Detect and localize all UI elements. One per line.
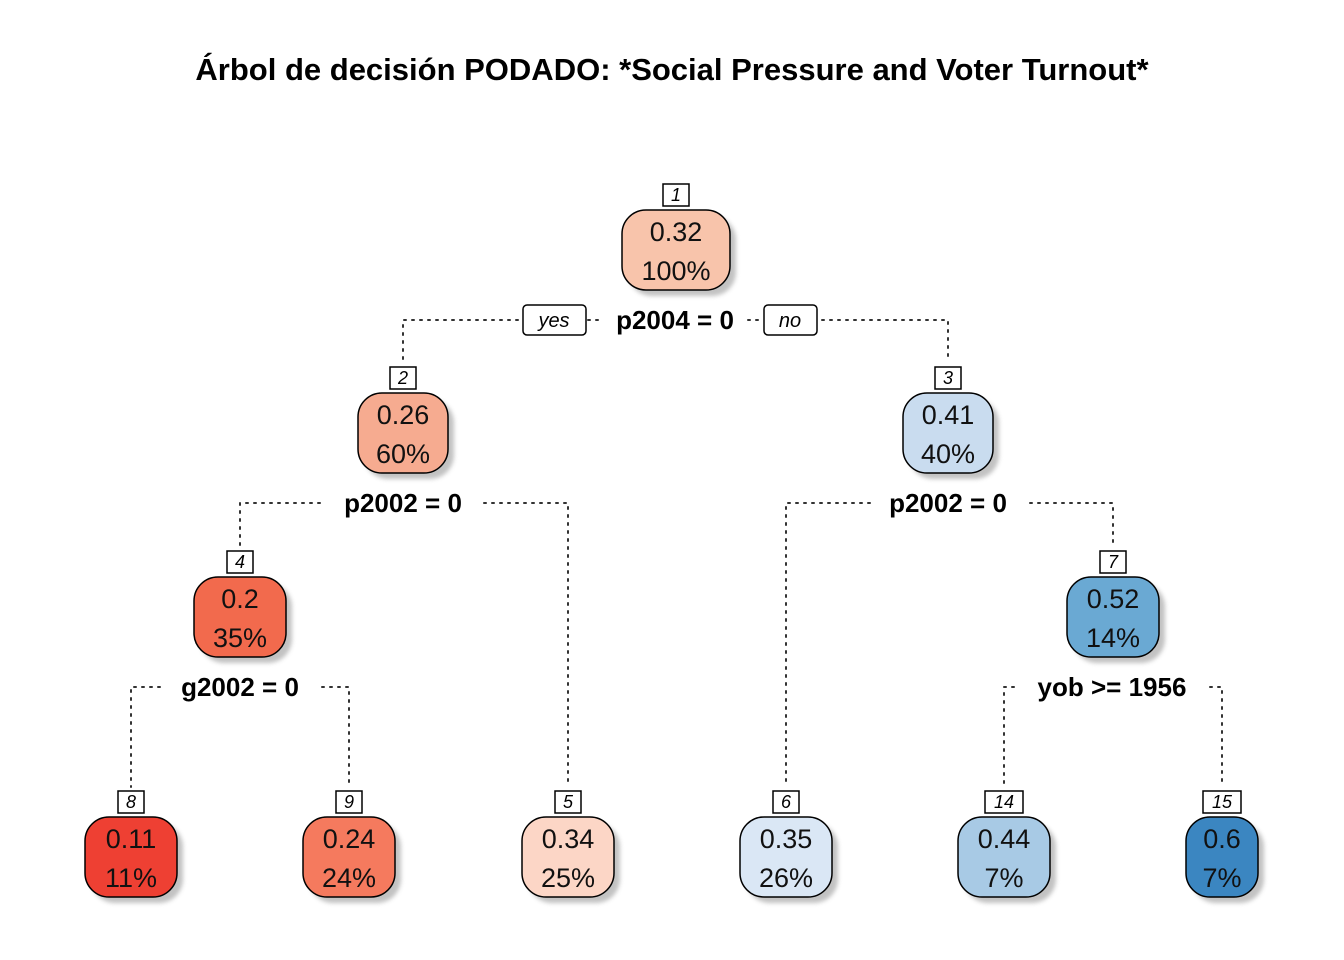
node-id: 15: [1212, 792, 1233, 812]
edge-1-3: [821, 319, 949, 363]
edge-4-9: [321, 686, 350, 788]
branch-yes: yes: [522, 304, 587, 336]
node-value: 0.41: [922, 400, 975, 430]
node-14: 0.44 7% 14: [957, 790, 1056, 903]
node-id: 7: [1108, 552, 1119, 572]
edge-3-7: [1029, 502, 1114, 547]
node-id-box: [984, 790, 1024, 814]
branch-no-label: no: [779, 310, 801, 332]
node-percent: 26%: [759, 863, 813, 893]
node-value: 0.52: [1087, 584, 1140, 614]
node-id-box: [1099, 550, 1127, 574]
node-percent: 14%: [1086, 623, 1140, 653]
node-6: 0.35 26% 6: [739, 790, 838, 903]
node-id-box: [772, 790, 800, 814]
edge-1-2: [402, 319, 519, 363]
node-value: 0.32: [650, 217, 703, 247]
node-box: [193, 576, 287, 658]
node-box: [739, 816, 833, 898]
node-5: 0.34 25% 5: [521, 790, 620, 903]
node-15: 0.6 7% 15: [1185, 790, 1264, 903]
split-label-node-7: yob >= 1956: [1038, 672, 1187, 702]
node-id-box: [1202, 790, 1242, 814]
tree-edges: [130, 319, 1223, 788]
node-id: 4: [235, 552, 245, 572]
node-percent: 35%: [213, 623, 267, 653]
split-label-node-2: p2002 = 0: [344, 488, 462, 518]
node-4: 0.2 35% 4: [193, 550, 292, 663]
node-2: 0.26 60% 2: [357, 366, 454, 479]
node-id: 14: [994, 792, 1014, 812]
node-id-box: [554, 790, 582, 814]
node-value: 0.34: [542, 824, 595, 854]
node-percent: 11%: [105, 863, 157, 893]
node-id-box: [226, 550, 254, 574]
edge-2-4: [239, 502, 321, 547]
chart-title: Árbol de decisión PODADO: *Social Pressu…: [195, 52, 1149, 87]
node-percent: 24%: [322, 863, 376, 893]
edge-2-5: [483, 502, 569, 788]
node-value: 0.2: [221, 584, 259, 614]
node-id: 6: [781, 792, 792, 812]
split-label-node-4: g2002 = 0: [181, 672, 299, 702]
edge-7-15: [1209, 686, 1223, 788]
edge-4-8: [130, 686, 161, 788]
node-box: [357, 392, 449, 474]
node-id-box: [934, 366, 962, 390]
node-3: 0.41 40% 3: [902, 366, 999, 479]
node-box: [521, 816, 615, 898]
node-value: 0.26: [377, 400, 430, 430]
node-value: 0.11: [106, 824, 157, 854]
node-id: 3: [943, 368, 953, 388]
node-id: 8: [126, 792, 136, 812]
node-box: [957, 816, 1051, 898]
node-value: 0.24: [323, 824, 376, 854]
node-percent: 40%: [921, 439, 975, 469]
node-id: 5: [563, 792, 574, 812]
node-9: 0.24 24% 9: [302, 790, 401, 903]
edge-7-14: [1003, 686, 1015, 788]
node-percent: 100%: [641, 256, 710, 286]
node-box: [902, 392, 994, 474]
node-box: [302, 816, 396, 898]
node-box: [1066, 576, 1160, 658]
node-box: [621, 209, 731, 291]
node-value: 0.44: [978, 824, 1031, 854]
tree-nodes: 0.32 100% 1 0.26 60% 2 0.41 40% 3 0.2 35% 4 0.52 14% 7…: [84, 183, 1264, 903]
node-id-box: [662, 183, 690, 207]
node-value: 0.6: [1203, 824, 1241, 854]
node-percent: 60%: [376, 439, 430, 469]
node-id-box: [389, 366, 417, 390]
node-value: 0.35: [760, 824, 813, 854]
node-box: [1185, 816, 1259, 898]
node-id: 1: [671, 185, 681, 205]
node-percent: 7%: [984, 863, 1023, 893]
split-label-node-1: p2004 = 0: [616, 305, 734, 335]
node-box: [84, 816, 178, 898]
node-id-box: [117, 790, 145, 814]
edge-3-6: [785, 502, 871, 788]
node-1: 0.32 100% 1: [621, 183, 736, 296]
node-id-box: [335, 790, 363, 814]
branch-no: no: [763, 304, 818, 336]
node-id: 9: [344, 792, 354, 812]
node-id: 2: [397, 368, 408, 388]
node-8: 0.11 11% 8: [84, 790, 183, 903]
node-percent: 7%: [1202, 863, 1241, 893]
node-7: 0.52 14% 7: [1066, 550, 1165, 663]
node-percent: 25%: [541, 863, 595, 893]
split-label-node-3: p2002 = 0: [889, 488, 1007, 518]
branch-yes-label: yes: [536, 310, 569, 332]
split-labels: p2004 = 0 p2002 = 0 p2002 = 0 g2002 = 0 …: [181, 305, 1186, 702]
